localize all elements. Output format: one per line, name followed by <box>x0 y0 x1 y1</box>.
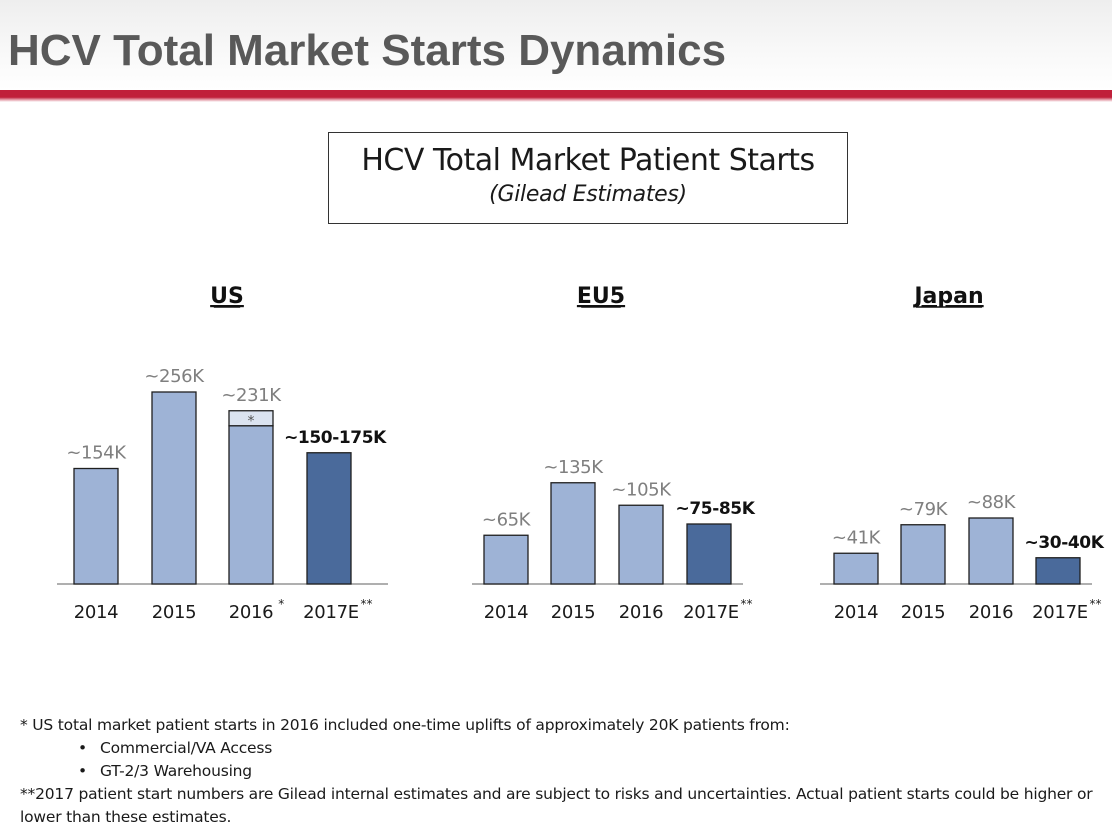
category-label: 2016 <box>969 602 1014 623</box>
footnote-bullet: Commercial/VA Access <box>20 737 1100 760</box>
bar-eu5-2017e <box>686 523 732 585</box>
data-label: ~256K <box>144 366 205 387</box>
chart-main-title: HCV Total Market Patient Starts <box>361 143 815 178</box>
data-label: ~79K <box>899 499 949 520</box>
region-title: EU5 <box>577 284 625 309</box>
category-label: 2015 <box>551 602 596 623</box>
data-label: ~30-40K <box>1025 533 1105 553</box>
market-starts-charts: US ~154K 2014 ~256K 2015 * ~231K 2016 * ~150-175K… <box>57 284 1105 623</box>
region-title: Japan <box>912 284 983 309</box>
category-label: 2014 <box>484 602 529 623</box>
data-label: ~231K <box>221 385 282 406</box>
data-label: ~150-175K <box>284 428 387 448</box>
bar-eu5-2014 <box>483 534 529 585</box>
category-label: 2017E <box>683 602 739 623</box>
title-band <box>0 0 1112 90</box>
category-label: 2016 <box>619 602 664 623</box>
bar-japan-2015 <box>900 524 946 585</box>
bar-us-2015 <box>151 391 197 585</box>
category-label: 2014 <box>834 602 879 623</box>
slide-title: HCV Total Market Starts Dynamics <box>8 26 727 75</box>
category-footnote-mark: ** <box>741 597 753 611</box>
bar-us-2014 <box>73 467 119 585</box>
region-title: US <box>210 284 244 309</box>
uplift-mark: * <box>248 413 255 429</box>
data-label: ~75-85K <box>676 499 756 519</box>
data-label: ~41K <box>832 527 882 548</box>
chart-title-box: HCV Total Market Patient Starts (Gilead … <box>328 132 848 224</box>
chart-subtitle: (Gilead Estimates) <box>489 182 687 207</box>
bar-us-2016 <box>228 425 274 585</box>
data-label: ~154K <box>66 443 127 464</box>
bar-japan-2017e <box>1035 557 1081 585</box>
footnotes: * US total market patient starts in 2016… <box>20 714 1100 829</box>
bar-us-2017e <box>306 452 352 585</box>
category-label: 2015 <box>901 602 946 623</box>
category-label: 2017E <box>1032 602 1088 623</box>
category-footnote-mark: * <box>278 597 284 611</box>
category-footnote-mark: ** <box>1090 597 1102 611</box>
bar-japan-2016 <box>968 517 1014 585</box>
data-label: ~135K <box>543 457 604 478</box>
data-label: ~65K <box>482 509 532 530</box>
category-label: 2017E <box>303 602 359 623</box>
data-label: ~105K <box>611 479 672 500</box>
category-label: 2016 <box>229 602 274 623</box>
category-label: 2014 <box>74 602 119 623</box>
category-footnote-mark: ** <box>361 597 373 611</box>
bar-uplift-segment <box>228 410 274 427</box>
footnote-bullet: GT-2/3 Warehousing <box>20 760 1100 783</box>
bar-eu5-2016 <box>618 504 664 585</box>
red-divider <box>0 90 1112 102</box>
bar-eu5-2015 <box>550 482 596 585</box>
bar-japan-2014 <box>833 552 879 585</box>
category-label: 2015 <box>152 602 197 623</box>
footnote-us-uplift: * US total market patient starts in 2016… <box>20 716 790 734</box>
data-label: ~88K <box>967 492 1017 513</box>
footnote-estimates: **2017 patient start numbers are Gilead … <box>20 785 1093 826</box>
